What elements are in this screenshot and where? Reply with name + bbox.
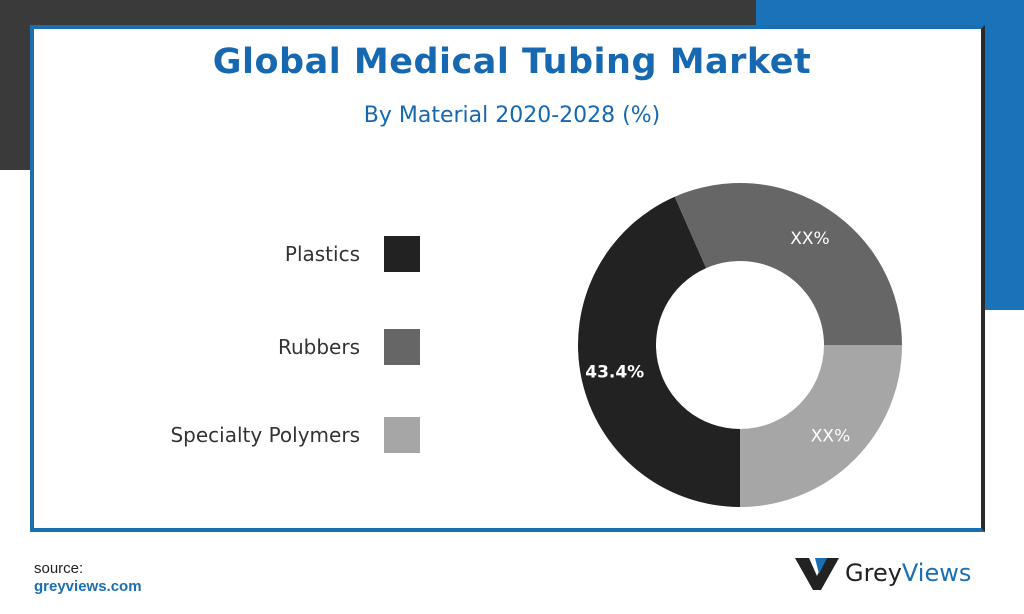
legend-item-plastics: Plastics: [285, 236, 420, 272]
legend-item-rubbers: Rubbers: [278, 329, 420, 365]
donut-slice-plastics: [578, 196, 740, 507]
source-label: source:: [34, 560, 84, 577]
chart-title: Global Medical Tubing Market: [212, 42, 812, 82]
legend-swatch: [384, 236, 420, 272]
legend-label: Rubbers: [277, 335, 360, 359]
legend-label: Plastics: [284, 242, 360, 266]
brand-logo: GreyViews: [795, 556, 971, 590]
legend-label: Specialty Polymers: [170, 423, 360, 447]
donut-slice-rubbers: [674, 183, 902, 345]
brand-name-part1: Grey: [845, 559, 902, 587]
legend-item-specialty-polymers: Specialty Polymers: [170, 417, 420, 453]
brand-name: GreyViews: [845, 559, 971, 587]
donut-slice-label: XX%: [790, 229, 829, 249]
brand-name-part2: Views: [901, 559, 972, 587]
legend-swatch: [384, 329, 420, 365]
donut-slice-specialty-polymers: [740, 345, 902, 507]
donut-slice-label: 43.4%: [585, 362, 644, 382]
source-link[interactable]: greyviews.com: [34, 578, 142, 595]
donut-chart: 43.4% XX% XX%: [578, 183, 902, 507]
greyviews-logo-icon: [795, 558, 839, 590]
chart-subtitle: By Material 2020-2028 (%): [363, 103, 661, 128]
donut-slice-label: XX%: [811, 427, 850, 447]
legend-swatch: [384, 417, 420, 453]
